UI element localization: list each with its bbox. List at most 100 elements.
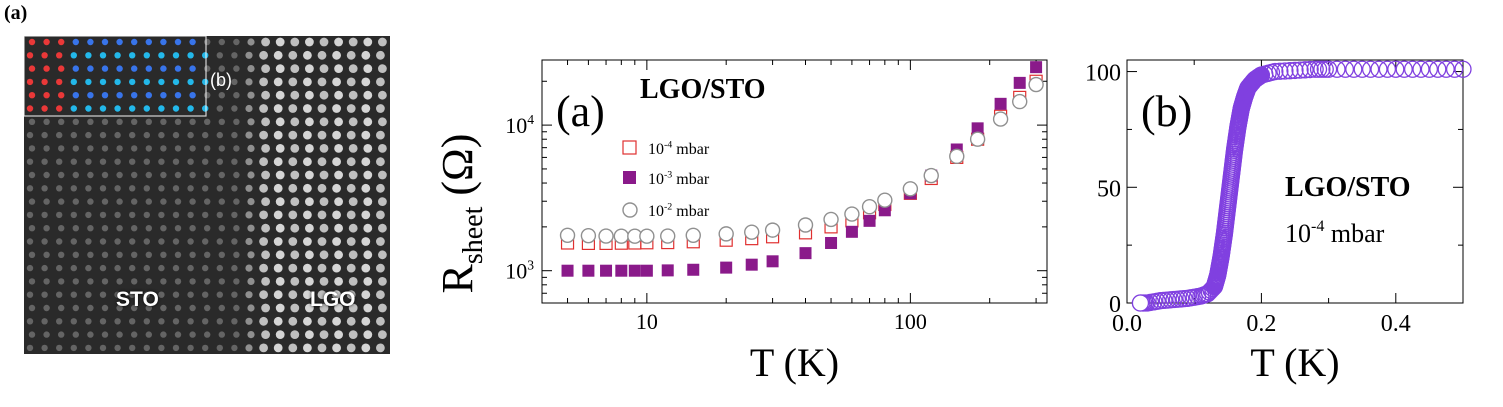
stem-atom: [172, 238, 180, 245]
stem-atom: [99, 238, 107, 245]
stem-atom: [56, 238, 63, 245]
stem-atom: [233, 118, 240, 126]
stem-atom: [143, 264, 150, 272]
stem-atom: [43, 118, 50, 126]
stem-atom: [145, 38, 152, 46]
data-point: [718, 226, 734, 242]
stem-atom: [346, 183, 356, 193]
stem-atom: [319, 90, 329, 100]
stem-atom: [288, 237, 298, 246]
stem-atom: [85, 78, 92, 86]
stem-atom: [28, 118, 36, 126]
data-point: [823, 211, 839, 228]
stem-atom: [245, 78, 253, 86]
stem-atom: [363, 330, 373, 339]
stem-atom: [56, 105, 63, 112]
stem-atom: [231, 344, 238, 352]
stem-atom: [131, 251, 138, 258]
stem-atom: [288, 290, 298, 300]
stem-atom: [273, 316, 283, 326]
stem-atom: [305, 117, 314, 127]
stem-atom: [363, 144, 373, 153]
stem-atom: [261, 37, 270, 47]
stem-atom: [58, 92, 65, 99]
stem-atom: [41, 158, 48, 165]
stem-atom: [275, 330, 285, 339]
stem-atom: [259, 104, 268, 113]
stem-atom: [72, 278, 79, 285]
stem-atom: [145, 92, 152, 99]
stem-atom: [303, 263, 312, 273]
stem-atom: [363, 64, 373, 73]
stem-atom: [101, 304, 109, 312]
stem-atom: [85, 105, 92, 112]
stem-atom: [290, 303, 300, 313]
stem-atom: [116, 225, 123, 232]
stem-atom: [303, 290, 312, 300]
stem-atom: [158, 211, 165, 219]
stem-atom: [332, 130, 341, 140]
stem-atom: [28, 65, 36, 72]
stem-atom: [41, 291, 48, 298]
stem-atom: [174, 145, 182, 152]
stem-atom: [348, 170, 358, 180]
stem-atom: [143, 185, 150, 192]
stem-atom: [317, 77, 327, 87]
stem-atom: [70, 211, 77, 219]
stem-atom: [319, 64, 329, 73]
stem-atom: [129, 291, 136, 298]
stem-atom: [158, 105, 165, 112]
stem-label-lgo: LGO: [310, 288, 356, 311]
stem-atom: [245, 104, 253, 113]
stem-atom: [143, 52, 150, 59]
data-point: [797, 217, 814, 233]
stem-atom: [261, 277, 270, 286]
series-2: [559, 76, 1044, 244]
stem-atom: [87, 171, 94, 179]
stem-atom: [129, 211, 136, 219]
stem-atom: [346, 50, 356, 60]
data-point: [685, 227, 701, 244]
stem-atom: [101, 198, 109, 205]
stem-atom: [363, 197, 373, 207]
stem-atom: [41, 318, 48, 325]
stem-atom: [70, 158, 77, 165]
stem-atom: [172, 52, 180, 59]
y-tick-label: 103: [505, 257, 534, 283]
stem-atom: [216, 291, 223, 298]
stem-atom: [348, 330, 358, 339]
stem-atom: [160, 118, 167, 126]
stem-atom: [43, 278, 50, 285]
stem-atom: [43, 65, 50, 72]
data-point: [844, 206, 860, 222]
stem-atom: [376, 290, 385, 300]
data-point: [878, 204, 891, 217]
data-point: [1012, 93, 1028, 110]
data-point: [1030, 61, 1043, 74]
stem-atom: [160, 251, 167, 258]
stem-atom: [101, 278, 109, 285]
stem-atom: [204, 278, 211, 285]
data-point: [1281, 62, 1299, 80]
data-point: [861, 199, 878, 215]
stem-atom: [172, 211, 180, 219]
stem-atom: [332, 157, 341, 167]
stem-atom: [305, 64, 314, 73]
stem-atom: [204, 92, 211, 99]
stem-atom: [275, 64, 285, 73]
stem-atom: [216, 158, 223, 165]
stem-atom: [158, 318, 165, 325]
stem-atom: [145, 331, 152, 338]
stem-atom: [334, 90, 343, 100]
stem-atom: [204, 251, 211, 258]
stem-atom: [216, 264, 223, 272]
stem-atom: [131, 278, 138, 285]
stem-atom: [231, 78, 238, 86]
stem-atom: [334, 197, 343, 207]
stem-atom: [72, 198, 79, 205]
stem-atom: [259, 77, 268, 87]
stem-atom: [346, 237, 356, 246]
stem-atom: [85, 158, 92, 165]
data-point: [745, 258, 758, 271]
